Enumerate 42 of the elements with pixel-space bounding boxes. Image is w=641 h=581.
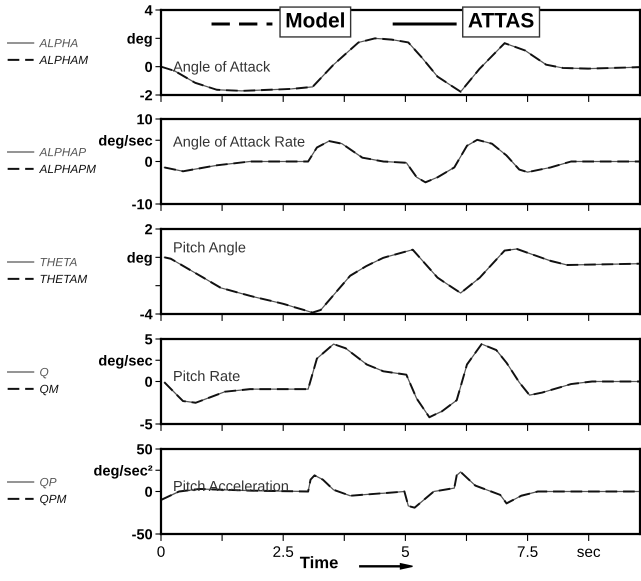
y-tick-label: -2 [140, 90, 152, 100]
text: Pitch Acceleration [174, 480, 288, 492]
legend-label: THETAM [40, 274, 88, 284]
x-axis-title: Time [300, 556, 338, 568]
y-tick-label: 5 [145, 334, 152, 344]
y-tick-label: deg [127, 33, 152, 47]
text: ALPHAPM [38, 164, 96, 174]
annotation: Model [286, 12, 344, 28]
text: QM [40, 384, 59, 396]
x-tick-label: sec [577, 548, 600, 558]
text: Q [40, 368, 48, 378]
y-tick-label: -10 [132, 199, 152, 210]
y-tick-label: deg/sec [98, 134, 152, 149]
y-tick-label: 0 [145, 376, 152, 387]
legend-label: THETA [40, 258, 77, 266]
y-tick-label: deg [127, 252, 152, 266]
y-tick-label: 4 [144, 5, 153, 16]
legend-label: QPM [40, 494, 66, 506]
text: Angle of Attack [173, 61, 270, 75]
y-tick-label: deg/sec² [94, 464, 152, 479]
legend-label: QP [40, 478, 57, 488]
x-tick-label: 2.5 [273, 546, 294, 558]
x-tick-label: 5 [402, 546, 409, 558]
y-tick-label: 10 [137, 114, 152, 124]
y-tick-label: 50 [136, 444, 152, 454]
y-tick-label: -5 [140, 419, 152, 430]
annotation: ATTAS [468, 12, 534, 28]
x-tick-label: 0 [157, 546, 165, 558]
text: Angle of Attack Rate [173, 136, 304, 150]
y-tick-label: 2 [145, 224, 152, 234]
y-tick-label: 0 [145, 156, 152, 167]
text: Pitch Rate [174, 370, 240, 382]
text: Pitch Angle [174, 242, 246, 256]
text: ALPHAP [38, 148, 86, 156]
y-tick-label: 0 [145, 486, 152, 497]
x-tick-label: 7.5 [518, 546, 538, 558]
y-tick-label: 0 [145, 62, 152, 72]
y-tick-label: -4 [140, 309, 153, 320]
legend-label: ALPHAM [38, 56, 88, 64]
y-tick-label: deg/sec [98, 354, 152, 369]
legend-label: ALPHA [38, 38, 78, 48]
y-tick-label: -50 [132, 529, 152, 540]
